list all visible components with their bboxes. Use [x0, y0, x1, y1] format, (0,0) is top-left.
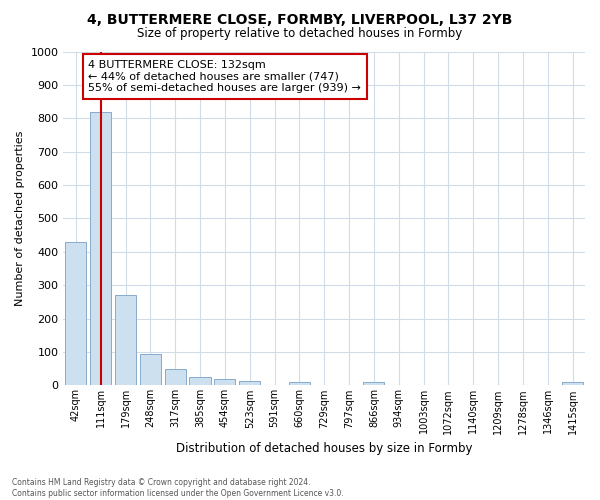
Bar [239, 381, 260, 386]
Bar [164, 368, 186, 386]
Bar [90, 112, 111, 386]
Bar [190, 377, 211, 386]
Text: Contains HM Land Registry data © Crown copyright and database right 2024.
Contai: Contains HM Land Registry data © Crown c… [12, 478, 344, 498]
Text: 4, BUTTERMERE CLOSE, FORMBY, LIVERPOOL, L37 2YB: 4, BUTTERMERE CLOSE, FORMBY, LIVERPOOL, … [88, 12, 512, 26]
Bar [289, 382, 310, 386]
Y-axis label: Number of detached properties: Number of detached properties [15, 131, 25, 306]
Text: Size of property relative to detached houses in Formby: Size of property relative to detached ho… [137, 28, 463, 40]
Bar [562, 382, 583, 386]
Bar [140, 354, 161, 386]
X-axis label: Distribution of detached houses by size in Formby: Distribution of detached houses by size … [176, 442, 472, 455]
Bar [115, 295, 136, 386]
Bar [65, 242, 86, 386]
Bar [214, 380, 235, 386]
Text: 4 BUTTERMERE CLOSE: 132sqm
← 44% of detached houses are smaller (747)
55% of sem: 4 BUTTERMERE CLOSE: 132sqm ← 44% of deta… [88, 60, 361, 93]
Bar [364, 382, 385, 386]
